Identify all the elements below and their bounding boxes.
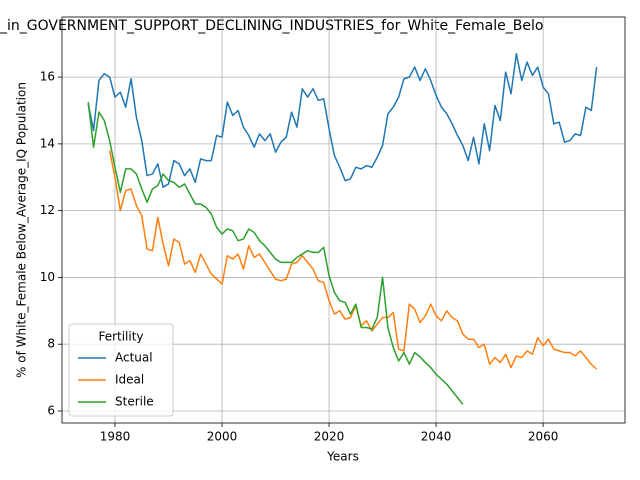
- legend-title: Fertility: [98, 330, 143, 344]
- x-tick-label: 2020: [314, 430, 345, 444]
- line-series: [87, 52, 598, 189]
- x-axis-label: Years: [326, 450, 359, 464]
- x-tick-label: 2000: [207, 430, 238, 444]
- y-tick-label: 6: [47, 403, 55, 417]
- legend-box: [68, 323, 174, 417]
- y-tick-label: 14: [40, 136, 55, 150]
- legend: Fertility Actual Ideal Sterile: [68, 323, 174, 417]
- y-tick-label: 10: [40, 270, 55, 284]
- y-tick-label: 8: [47, 337, 55, 351]
- y-axis-label: % of White_Female Below_Average_IQ Popul…: [15, 82, 29, 378]
- line-series: [108, 150, 598, 370]
- y-tick-label: 12: [40, 203, 55, 217]
- plot-frame: [61, 16, 626, 424]
- legend-label: Ideal: [115, 373, 144, 387]
- x-tick-label: 1980: [100, 430, 131, 444]
- legend-label: Sterile: [115, 395, 154, 409]
- legend-label: Actual: [115, 351, 153, 365]
- x-tick-label: 2060: [528, 430, 559, 444]
- x-tick-label: 2040: [421, 430, 452, 444]
- chart-title: _in_GOVERNMENT_SUPPORT_DECLINING_INDUSTR…: [0, 18, 543, 34]
- y-tick-label: 16: [40, 70, 55, 84]
- line-series: [87, 102, 464, 405]
